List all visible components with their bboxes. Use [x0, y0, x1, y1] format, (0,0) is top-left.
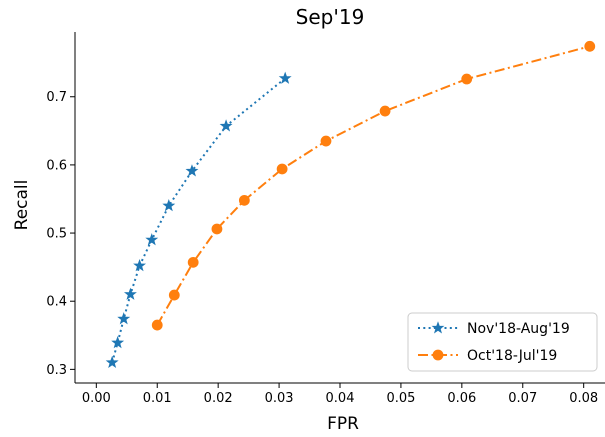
data-point-1 — [238, 194, 250, 206]
x-tick-label: 0.00 — [82, 391, 111, 406]
data-point-0 — [185, 164, 199, 177]
series-line-0 — [111, 77, 286, 363]
x-tick-label: 0.06 — [447, 391, 476, 406]
data-point-1 — [584, 40, 596, 52]
data-point-1 — [187, 256, 199, 268]
data-point-0 — [162, 199, 176, 212]
legend: Nov'18-Aug'19 Oct'18-Jul'19 — [407, 312, 598, 372]
legend-label-0: Nov'18-Aug'19 — [467, 321, 570, 337]
y-tick-label: 0.4 — [46, 295, 67, 310]
y-axis-label: Recall — [12, 180, 32, 231]
y-tick-label: 0.3 — [46, 363, 67, 378]
legend-marker-1 — [432, 349, 444, 361]
data-point-1 — [276, 163, 288, 175]
legend-marker-0 — [431, 321, 445, 334]
data-point-1 — [168, 289, 180, 301]
x-tick-label: 0.01 — [143, 391, 172, 406]
data-point-0 — [219, 119, 233, 132]
x-tick-label: 0.07 — [508, 391, 537, 406]
legend-label-1: Oct'18-Jul'19 — [467, 348, 557, 364]
series-line-1 — [156, 45, 591, 326]
y-tick-label: 0.5 — [46, 227, 67, 242]
data-point-0 — [133, 258, 147, 272]
y-tick-label: 0.7 — [46, 90, 67, 105]
x-axis-label: FPR — [327, 414, 359, 434]
chart-title: Sep'19 — [296, 5, 365, 29]
x-tick-label: 0.03 — [265, 391, 294, 406]
data-point-0 — [111, 336, 125, 349]
data-point-1 — [461, 73, 473, 85]
data-point-0 — [105, 355, 119, 369]
x-tick-label: 0.08 — [569, 391, 598, 406]
data-point-0 — [117, 312, 131, 325]
y-tick-label: 0.6 — [46, 158, 67, 173]
x-tick-label: 0.05 — [386, 391, 415, 406]
data-point-1 — [211, 223, 223, 235]
data-point-1 — [151, 319, 163, 331]
data-point-0 — [145, 233, 159, 246]
x-tick-label: 0.02 — [204, 391, 233, 406]
data-point-0 — [123, 287, 137, 300]
x-tick-label: 0.04 — [326, 391, 355, 406]
data-point-1 — [320, 135, 332, 147]
plot-area: 0.00 0.01 0.02 0.03 0.04 0.05 0.06 0.07 0.08 0.3 0… — [46, 32, 605, 406]
data-point-1 — [379, 105, 391, 117]
data-point-0 — [278, 71, 292, 84]
